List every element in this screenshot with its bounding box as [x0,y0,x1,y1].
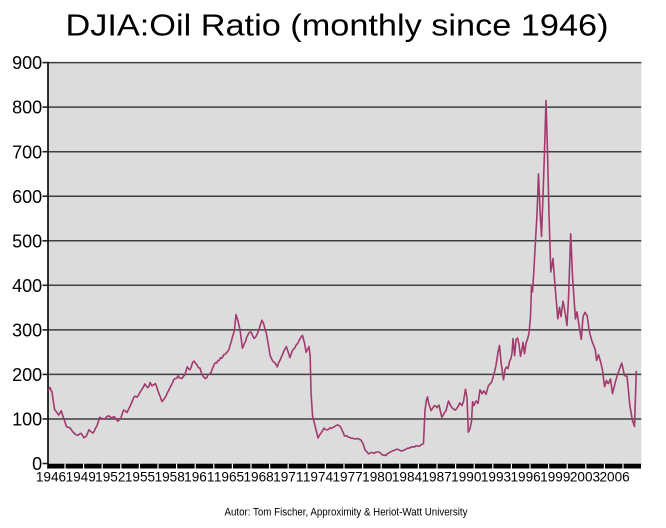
svg-text:0: 0 [32,454,42,474]
svg-text:DJIA:Oil Ratio (monthly since: DJIA:Oil Ratio (monthly since 1946) [66,8,609,43]
svg-text:2006: 2006 [599,470,629,485]
svg-text:100: 100 [12,410,42,430]
svg-text:1946: 1946 [36,470,66,485]
svg-text:1987: 1987 [421,470,451,485]
svg-text:1980: 1980 [362,470,393,485]
svg-text:1971: 1971 [273,470,303,485]
svg-text:900: 900 [12,53,42,73]
svg-text:700: 700 [12,142,42,162]
svg-text:1961: 1961 [184,470,214,485]
svg-text:800: 800 [12,98,42,118]
svg-text:1968: 1968 [243,470,273,485]
svg-text:1955: 1955 [125,470,155,485]
svg-text:1977: 1977 [332,470,362,485]
svg-text:1958: 1958 [155,470,185,485]
svg-text:600: 600 [12,187,42,207]
svg-text:Autor: Tom Fischer, Approximit: Autor: Tom Fischer, Approximity & Heriot… [225,507,469,519]
svg-text:1996: 1996 [510,470,540,485]
svg-text:1999: 1999 [540,470,570,485]
svg-text:1993: 1993 [481,470,511,485]
svg-text:1974: 1974 [303,470,334,485]
svg-text:2003: 2003 [570,470,600,485]
svg-text:1990: 1990 [451,470,482,485]
svg-text:500: 500 [12,231,42,251]
svg-text:1965: 1965 [214,470,244,485]
svg-text:1949: 1949 [66,470,96,485]
svg-text:1984: 1984 [392,470,423,485]
svg-text:200: 200 [12,365,42,385]
svg-text:400: 400 [12,276,42,296]
svg-text:1952: 1952 [95,470,125,485]
svg-text:300: 300 [12,321,42,341]
